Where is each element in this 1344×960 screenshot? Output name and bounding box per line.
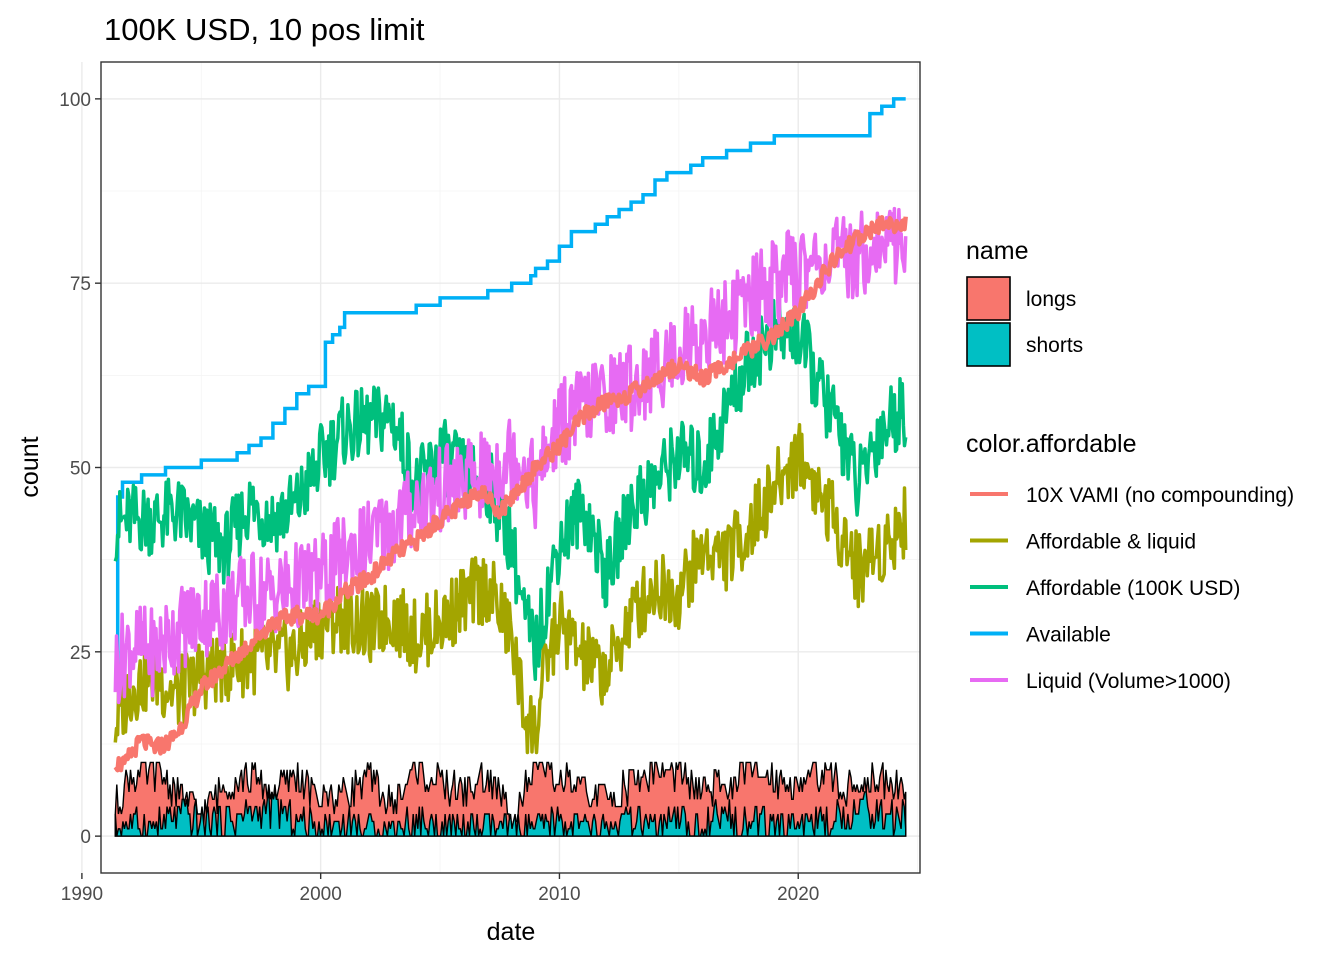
line-layer xyxy=(113,97,908,773)
x-tick-label: 2000 xyxy=(300,884,342,905)
area-shorts xyxy=(114,791,907,837)
legend-label: Available xyxy=(1026,624,1111,647)
y-axis: 0 25 50 75 100 xyxy=(59,90,101,848)
x-tick-label: 1990 xyxy=(61,884,103,905)
legend-label: longs xyxy=(1026,288,1076,311)
legend-fill: name longs shorts xyxy=(966,237,1083,367)
area-layer xyxy=(114,761,907,837)
y-tick-label: 50 xyxy=(70,459,91,480)
line-Affordable (100K USD) xyxy=(113,297,908,681)
legend-label: shorts xyxy=(1026,334,1083,357)
y-axis-title: count xyxy=(16,436,44,497)
x-tick-label: 2010 xyxy=(538,884,580,905)
legend-color-title: color.affordable xyxy=(966,430,1137,458)
x-tick-label: 2020 xyxy=(777,884,819,905)
legend-label: Liquid (Volume>1000) xyxy=(1026,670,1231,693)
legend-label: Affordable & liquid xyxy=(1026,531,1196,554)
legend-color: color.affordable 10X VAMI (no compoundin… xyxy=(966,430,1294,693)
line-Available xyxy=(115,97,906,669)
legend-fill-title: name xyxy=(966,237,1029,265)
y-tick-label: 0 xyxy=(80,827,91,848)
legend-key-shorts xyxy=(966,322,1011,367)
line-Liquid (Volume>1000) xyxy=(113,206,908,705)
plot-panel xyxy=(81,61,921,874)
chart-title: 100K USD, 10 pos limit xyxy=(104,12,425,47)
x-axis: 1990 2000 2010 2020 xyxy=(61,873,819,905)
y-tick-label: 75 xyxy=(70,274,91,295)
x-axis-title: date xyxy=(487,918,536,946)
y-tick-label: 100 xyxy=(59,90,91,111)
legend-key-longs xyxy=(966,276,1011,321)
legend-label: 10X VAMI (no compounding) xyxy=(1026,484,1294,507)
legend-label: Affordable (100K USD) xyxy=(1026,577,1240,600)
line-Affordable & liquid xyxy=(113,423,908,755)
line-10X VAMI (no compounding) xyxy=(113,215,908,773)
y-tick-label: 25 xyxy=(70,643,91,664)
